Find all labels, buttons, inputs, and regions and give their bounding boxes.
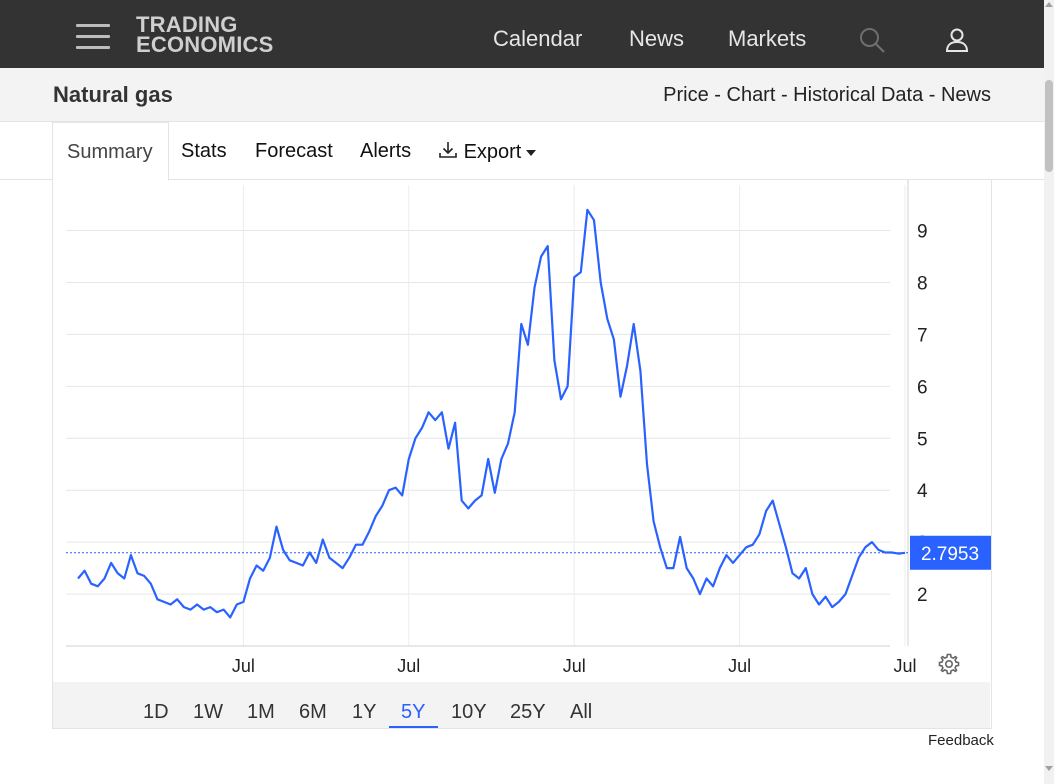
top-navigation-bar: TRADING ECONOMICS Calendar News Markets [0,0,1044,68]
range-1y[interactable]: 1Y [352,701,377,723]
price-chart[interactable]: 23456789JulJulJulJulJul2.7953 [53,180,991,682]
y-tick-label: 7 [917,325,928,346]
y-tick-label: 4 [917,481,928,502]
tab-forecast[interactable]: Forecast [255,140,333,162]
current-price-badge [910,535,991,570]
y-tick-label: 8 [917,273,928,294]
tab-alerts[interactable]: Alerts [360,140,412,162]
hamburger-menu-icon[interactable] [76,24,110,50]
scroll-down-arrow-icon[interactable] [1045,766,1053,771]
search-icon[interactable] [858,26,886,54]
nav-calendar[interactable]: Calendar [493,26,583,51]
nav-markets[interactable]: Markets [728,26,807,51]
feedback-link[interactable]: Feedback [928,732,994,749]
gear-icon[interactable] [937,652,961,676]
y-tick-label: 2 [917,585,928,606]
y-tick-label: 6 [917,377,928,398]
x-tick-label: Jul [397,656,420,676]
x-tick-label: Jul [563,656,586,676]
range-selector: 1D 1W 1M 6M 1Y 5Y 10Y 25Y All [53,682,990,728]
range-10y[interactable]: 10Y [451,701,487,723]
x-tick-label: Jul [893,656,916,676]
tab-export[interactable]: Export [438,140,537,164]
range-1m[interactable]: 1M [247,701,275,723]
chevron-down-icon [526,149,537,156]
scroll-up-arrow-icon[interactable] [1045,2,1053,7]
tab-summary-label: Summary [67,141,153,163]
scrollbar-thumb[interactable] [1045,80,1053,172]
breadcrumb-links[interactable]: Price - Chart - Historical Data - News [663,84,991,106]
range-6m[interactable]: 6M [299,701,327,723]
page-title: Natural gas [53,82,173,107]
chart-container: 23456789JulJulJulJulJul2.7953 [52,180,992,729]
x-tick-label: Jul [232,656,255,676]
range-25y[interactable]: 25Y [510,701,546,723]
price-series-line [77,208,906,619]
page-title-bar: Natural gas Price - Chart - Historical D… [0,68,1044,122]
logo[interactable]: TRADING ECONOMICS [136,12,274,57]
active-range-indicator [389,726,438,728]
page-scrollbar[interactable] [1044,0,1054,784]
y-tick-label: 9 [917,222,928,243]
range-all[interactable]: All [570,701,593,723]
range-5y[interactable]: 5Y [401,701,426,723]
x-tick-label: Jul [728,656,751,676]
tab-summary[interactable]: Summary [52,122,169,181]
user-icon[interactable] [943,26,971,54]
tab-export-label: Export [463,141,522,163]
tab-stats[interactable]: Stats [181,140,227,162]
nav-news[interactable]: News [629,26,685,51]
logo-line-2: ECONOMICS [136,32,274,57]
range-1d[interactable]: 1D [143,701,169,723]
logo-line-1: TRADING [136,12,238,37]
tab-row: Summary Stats Forecast Alerts Export [0,122,1044,181]
range-1w[interactable]: 1W [193,701,223,723]
download-icon [439,142,457,158]
current-price-label: 2.7953 [921,544,979,565]
y-tick-label: 5 [917,429,928,450]
